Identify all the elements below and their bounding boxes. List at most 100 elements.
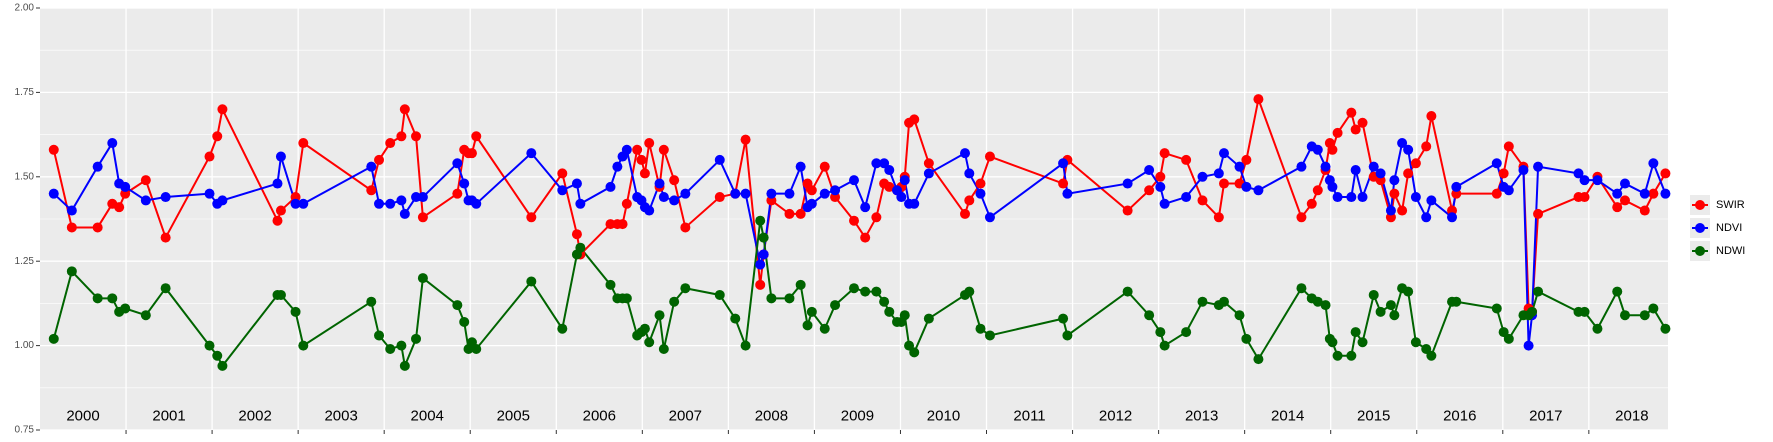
point bbox=[644, 138, 655, 149]
point bbox=[114, 202, 125, 213]
point bbox=[669, 195, 680, 206]
point bbox=[1410, 192, 1421, 203]
legend-label: SWIR bbox=[1716, 199, 1745, 211]
point bbox=[471, 131, 482, 142]
point bbox=[884, 306, 895, 317]
legend-label: NDVI bbox=[1716, 222, 1742, 234]
point bbox=[1197, 171, 1208, 182]
point bbox=[784, 208, 795, 219]
point bbox=[654, 310, 665, 321]
point bbox=[452, 158, 463, 169]
point bbox=[1327, 144, 1338, 155]
year-label: 2002 bbox=[238, 407, 271, 424]
point bbox=[374, 330, 385, 341]
point bbox=[1523, 340, 1534, 351]
point bbox=[1491, 303, 1502, 314]
point bbox=[1346, 107, 1357, 118]
point bbox=[385, 198, 396, 209]
legend-key-point bbox=[1695, 200, 1705, 210]
point bbox=[909, 198, 920, 209]
year-label: 2000 bbox=[66, 407, 99, 424]
point bbox=[1592, 323, 1603, 334]
point bbox=[1357, 337, 1368, 348]
point bbox=[471, 343, 482, 354]
point bbox=[1660, 188, 1671, 199]
point bbox=[92, 293, 103, 304]
point bbox=[459, 316, 470, 327]
point bbox=[714, 154, 725, 165]
point bbox=[396, 131, 407, 142]
year-label: 2006 bbox=[583, 407, 616, 424]
point bbox=[275, 289, 286, 300]
point bbox=[48, 144, 59, 155]
point bbox=[658, 192, 669, 203]
point bbox=[849, 175, 859, 186]
point bbox=[1426, 350, 1437, 361]
point bbox=[1397, 205, 1408, 216]
point bbox=[1312, 144, 1323, 155]
y-tick-label: 0.75 bbox=[15, 425, 35, 436]
point bbox=[1579, 192, 1590, 203]
point bbox=[1320, 161, 1331, 172]
point bbox=[612, 161, 623, 172]
point bbox=[740, 188, 751, 199]
point bbox=[1648, 303, 1659, 314]
point bbox=[1491, 158, 1502, 169]
point bbox=[1213, 168, 1224, 179]
point bbox=[871, 158, 882, 169]
y-tick-label: 1.00 bbox=[15, 340, 35, 351]
point bbox=[1350, 124, 1361, 135]
point bbox=[1375, 306, 1386, 317]
point bbox=[636, 154, 647, 165]
point bbox=[1619, 310, 1630, 321]
point bbox=[730, 313, 741, 324]
point bbox=[1498, 327, 1509, 338]
point bbox=[107, 138, 118, 149]
point bbox=[884, 181, 895, 192]
point bbox=[1320, 300, 1331, 311]
point bbox=[1498, 168, 1509, 179]
point bbox=[1368, 289, 1379, 300]
point bbox=[1410, 158, 1421, 169]
point bbox=[212, 131, 223, 142]
point bbox=[860, 232, 871, 243]
point bbox=[1660, 168, 1671, 179]
point bbox=[1389, 188, 1400, 199]
point bbox=[571, 178, 582, 189]
point bbox=[632, 144, 643, 155]
point bbox=[984, 330, 995, 341]
point bbox=[923, 313, 934, 324]
legend-key-point bbox=[1695, 223, 1705, 233]
point bbox=[1426, 111, 1437, 122]
point bbox=[1421, 212, 1432, 223]
point bbox=[1503, 185, 1514, 196]
point bbox=[984, 212, 995, 223]
point bbox=[1573, 168, 1584, 179]
point bbox=[784, 188, 795, 199]
point bbox=[298, 198, 309, 209]
point bbox=[557, 168, 568, 179]
point bbox=[452, 188, 463, 199]
point bbox=[819, 188, 830, 199]
point bbox=[680, 188, 691, 199]
point bbox=[621, 144, 632, 155]
point bbox=[860, 286, 871, 297]
point bbox=[1058, 158, 1069, 169]
point bbox=[374, 154, 385, 165]
year-label: 2003 bbox=[324, 407, 357, 424]
point bbox=[1421, 141, 1432, 152]
point bbox=[730, 188, 741, 199]
year-label: 2009 bbox=[841, 407, 874, 424]
point bbox=[1327, 181, 1338, 192]
year-label: 2001 bbox=[152, 407, 185, 424]
point bbox=[290, 198, 301, 209]
point bbox=[417, 192, 428, 203]
point bbox=[466, 148, 477, 159]
point bbox=[204, 340, 215, 351]
year-label: 2010 bbox=[927, 407, 960, 424]
point bbox=[1350, 165, 1361, 176]
point bbox=[1397, 138, 1408, 149]
point bbox=[766, 293, 777, 304]
point bbox=[621, 293, 632, 304]
point bbox=[1639, 205, 1650, 216]
